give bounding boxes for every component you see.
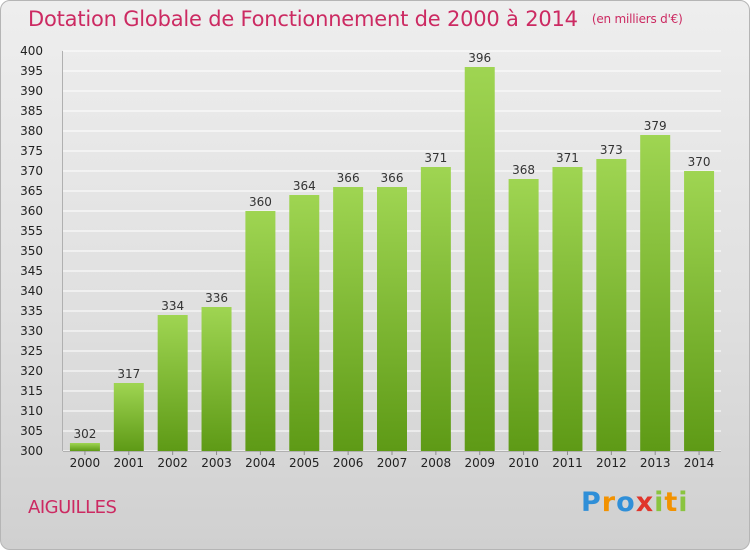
x-tick-label: 2004 <box>245 456 276 470</box>
x-tick-labels: 2000 2001 2002 2003 2004 2005 2006 2007 2008 2009… <box>70 456 715 470</box>
data-label: 366 <box>381 171 404 185</box>
logo-letter: i <box>654 487 665 518</box>
y-tick-label: 365 <box>20 184 43 198</box>
data-label: 379 <box>644 119 667 133</box>
x-tick-label: 2012 <box>596 456 627 470</box>
bar-2010 <box>508 179 539 451</box>
axes <box>62 51 721 455</box>
chart-title-text: Dotation Globale de Fonctionnement de 20… <box>28 7 578 31</box>
commune-name: AIGUILLES <box>28 497 117 518</box>
bar-2006 <box>333 187 364 451</box>
data-label: 371 <box>556 151 579 165</box>
y-tick-label: 395 <box>20 64 43 78</box>
bar-2001 <box>113 383 144 451</box>
logo-letter: i <box>678 487 689 518</box>
data-label: 368 <box>512 163 535 177</box>
y-tick-label: 325 <box>20 344 43 358</box>
y-tick-label: 390 <box>20 84 43 98</box>
bar-2012 <box>596 159 627 451</box>
bar-2004 <box>245 211 276 451</box>
data-label: 370 <box>688 155 711 169</box>
x-tick-label: 2003 <box>201 456 232 470</box>
data-label: 396 <box>468 51 491 65</box>
data-label: 364 <box>293 179 316 193</box>
logo-letter: t <box>664 487 679 518</box>
y-tick-label: 400 <box>20 44 43 58</box>
y-tick-label: 335 <box>20 304 43 318</box>
data-label: 334 <box>161 299 184 313</box>
y-tick-label: 360 <box>20 204 43 218</box>
x-tick-label: 2000 <box>70 456 101 470</box>
y-tick-label: 375 <box>20 144 43 158</box>
x-tick-label: 2010 <box>508 456 539 470</box>
bar-2005 <box>289 195 320 451</box>
data-label: 371 <box>424 151 447 165</box>
x-tick-label: 2001 <box>114 456 145 470</box>
data-label: 373 <box>600 143 623 157</box>
x-tick-label: 2013 <box>640 456 671 470</box>
y-tick-label: 380 <box>20 124 43 138</box>
data-label: 366 <box>337 171 360 185</box>
logo-letter: r <box>601 487 617 518</box>
x-tick-label: 2006 <box>333 456 364 470</box>
y-tick-label: 320 <box>20 364 43 378</box>
bar-2011 <box>552 167 583 451</box>
bar-2007 <box>377 187 407 451</box>
data-label: 302 <box>73 427 96 441</box>
x-tick-label: 2008 <box>421 456 452 470</box>
data-label: 317 <box>117 367 140 381</box>
y-tick-label: 300 <box>20 444 43 458</box>
bar-2014 <box>684 171 715 451</box>
chart-unit: (en milliers d'€) <box>591 12 683 26</box>
y-tick-label: 355 <box>20 224 43 238</box>
y-tick-label: 315 <box>20 384 43 398</box>
x-tick-label: 2009 <box>464 456 495 470</box>
data-label: 336 <box>205 291 228 305</box>
chart-title: Dotation Globale de Fonctionnement de 20… <box>28 7 683 31</box>
bar-2008 <box>420 167 451 451</box>
proxiti-logo: Proxiti <box>581 487 689 518</box>
y-tick-label: 385 <box>20 104 43 118</box>
y-tick-label: 330 <box>20 324 43 338</box>
y-tick-labels: 300 305 310 315 320 325 330 335 340 345 350 355 360 3… <box>20 44 43 458</box>
bars <box>69 67 715 451</box>
logo-letter: o <box>616 487 636 518</box>
x-tick-label: 2007 <box>377 456 408 470</box>
logo-letter: P <box>581 487 602 518</box>
y-tick-label: 340 <box>20 284 43 298</box>
bar-2002 <box>157 315 188 451</box>
x-tick-label: 2002 <box>157 456 188 470</box>
x-tick-label: 2011 <box>552 456 583 470</box>
x-tick-label: 2005 <box>289 456 320 470</box>
data-label: 360 <box>249 195 272 209</box>
y-tick-label: 370 <box>20 164 43 178</box>
logo-letter: x <box>635 487 655 518</box>
bar-2009 <box>464 67 495 451</box>
bar-2003 <box>201 307 232 451</box>
y-tick-label: 305 <box>20 424 43 438</box>
data-labels: 302 317 334 336 360 364 366 366 371 396 368 371 373 3… <box>73 51 710 441</box>
x-tick-label: 2014 <box>684 456 715 470</box>
y-tick-label: 310 <box>20 404 43 418</box>
bar-2013 <box>640 135 671 451</box>
y-tick-label: 350 <box>20 244 43 258</box>
y-tick-label: 345 <box>20 264 43 278</box>
bar-2000 <box>69 443 100 451</box>
